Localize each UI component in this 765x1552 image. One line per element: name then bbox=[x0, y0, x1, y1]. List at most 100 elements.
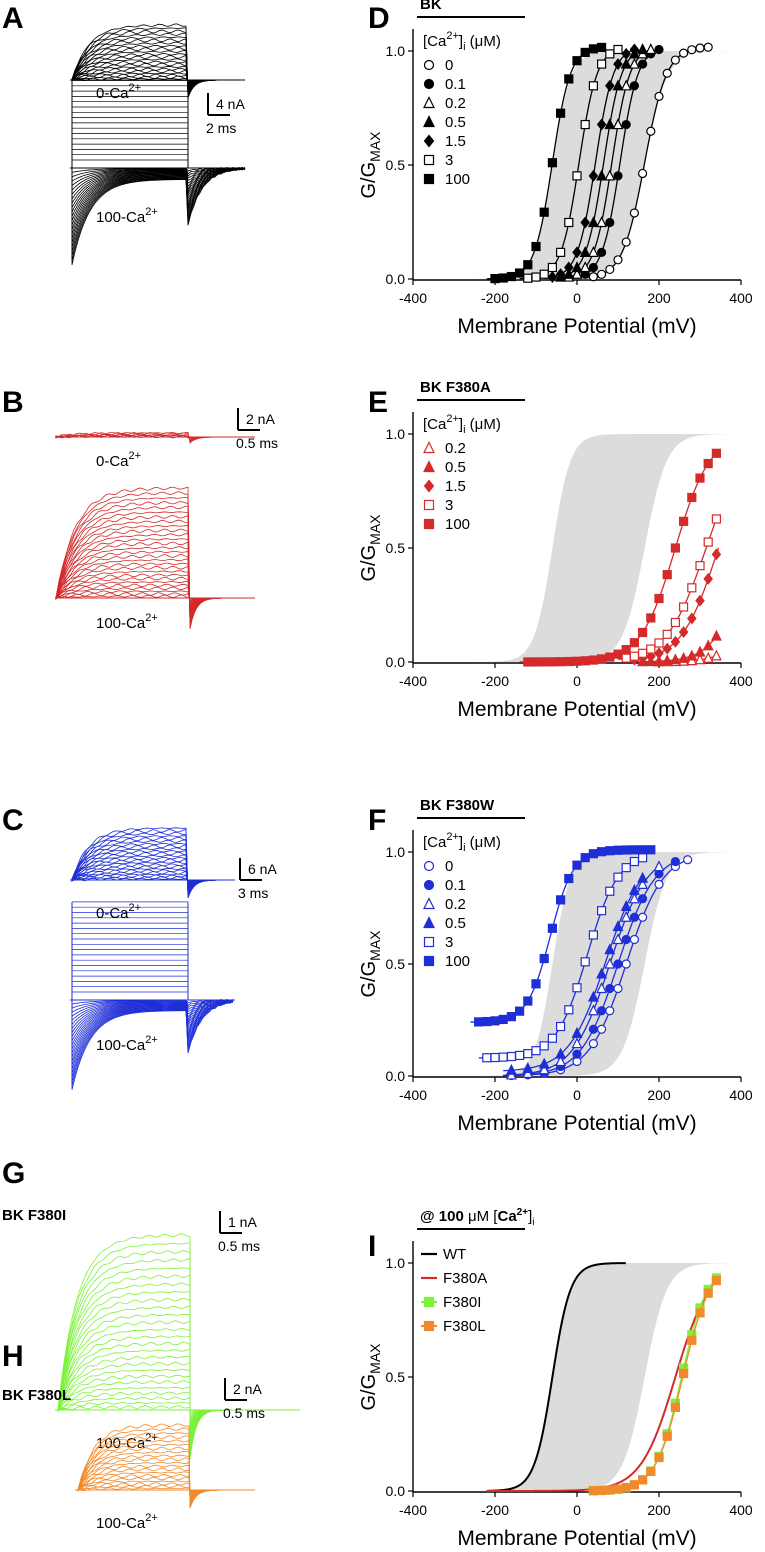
reference-band bbox=[470, 51, 731, 279]
data-point bbox=[490, 1052, 500, 1063]
data-point bbox=[571, 267, 583, 279]
series-100 bbox=[519, 448, 722, 667]
data-point bbox=[547, 657, 558, 667]
data-point bbox=[683, 855, 693, 865]
data-point bbox=[637, 845, 648, 855]
legend-entry: 0.5 bbox=[445, 459, 466, 476]
current-trace bbox=[55, 496, 254, 627]
data-point bbox=[637, 878, 649, 889]
data-point bbox=[531, 1046, 541, 1056]
x-tick-label: 400 bbox=[729, 1087, 753, 1103]
data-point bbox=[654, 879, 664, 889]
data-point bbox=[687, 1335, 697, 1345]
data-point bbox=[703, 458, 713, 469]
data-point bbox=[637, 648, 648, 658]
data-point bbox=[629, 638, 640, 648]
legend-entry: F380I bbox=[443, 1294, 481, 1311]
tail-trace bbox=[71, 1000, 234, 1086]
data-point bbox=[620, 57, 632, 69]
scale-label-time: 0.5 ms bbox=[218, 1238, 260, 1254]
scale-label-current: 2 nA bbox=[233, 1381, 262, 1397]
data-point bbox=[613, 872, 623, 882]
data-point bbox=[702, 651, 714, 663]
tail-trace bbox=[71, 167, 246, 252]
data-point bbox=[564, 217, 574, 228]
y-axis-label: G/GMAX bbox=[358, 514, 383, 582]
current-trace bbox=[70, 54, 245, 91]
data-point bbox=[423, 173, 435, 185]
current-trace bbox=[55, 586, 254, 604]
data-point bbox=[523, 1049, 533, 1059]
data-point bbox=[572, 656, 582, 666]
data-point bbox=[605, 1006, 615, 1016]
data-point bbox=[612, 933, 624, 945]
current-trace bbox=[75, 1482, 254, 1494]
scale-label-time: 2 ms bbox=[206, 120, 236, 136]
trace-panel-a: A0-Ca2+100-Ca2+4 nA2 ms bbox=[2, 2, 245, 265]
data-point bbox=[539, 657, 549, 667]
data-point bbox=[646, 644, 656, 654]
tail-trace bbox=[71, 1000, 234, 1041]
data-point bbox=[423, 860, 435, 872]
legend-entry: 100 bbox=[445, 171, 470, 188]
superscript: 2+ bbox=[129, 450, 142, 462]
data-point bbox=[596, 247, 607, 257]
tail-trace bbox=[71, 999, 234, 1009]
legend-entry: 0.2 bbox=[445, 896, 466, 913]
data-point bbox=[555, 268, 566, 281]
data-point bbox=[523, 996, 533, 1006]
data-point bbox=[646, 613, 656, 623]
condition-label: 0-Ca2+ bbox=[96, 82, 141, 102]
current-trace bbox=[55, 1250, 300, 1456]
data-point bbox=[588, 1024, 599, 1034]
data-point bbox=[654, 593, 664, 604]
y-tick-label: 1.0 bbox=[386, 426, 406, 442]
data-point bbox=[423, 518, 435, 530]
legend-entry: 1.5 bbox=[445, 133, 466, 150]
tail-trace bbox=[71, 167, 246, 196]
data-point bbox=[621, 934, 631, 945]
data-point bbox=[646, 1466, 656, 1476]
legend-title-part: [Ca bbox=[423, 416, 447, 433]
x-axis-label: Membrane Potential (mV) bbox=[457, 1527, 696, 1550]
series-3 bbox=[617, 514, 722, 663]
data-point bbox=[628, 883, 640, 895]
data-point bbox=[539, 953, 549, 964]
data-point bbox=[621, 237, 631, 247]
x-tick-label: -200 bbox=[481, 673, 509, 689]
condition-text: 100-Ca bbox=[96, 209, 146, 226]
chart-f: -400 -200 0 200 400 0.0 0.5 1.0 Membrane Potenti… bbox=[358, 797, 753, 1135]
subscript: i bbox=[463, 41, 465, 53]
data-point bbox=[629, 651, 640, 661]
x-tick-label: 0 bbox=[573, 1087, 581, 1103]
data-point bbox=[662, 570, 672, 580]
data-point bbox=[506, 1012, 516, 1022]
current-trace bbox=[55, 1305, 300, 1443]
condition-text: 100-Ca bbox=[96, 615, 146, 632]
condition-label: 100-Ca2+ bbox=[96, 1034, 158, 1054]
current-trace bbox=[55, 511, 254, 624]
tail-trace bbox=[71, 999, 234, 1034]
data-point bbox=[423, 78, 435, 90]
data-point bbox=[646, 126, 656, 136]
data-point bbox=[423, 1320, 435, 1332]
data-point bbox=[588, 262, 599, 273]
chart-title: BK bbox=[420, 0, 442, 13]
data-point bbox=[710, 649, 722, 661]
condition-text: 100-Ca bbox=[96, 1515, 146, 1532]
current-trace bbox=[70, 854, 235, 891]
data-point bbox=[572, 1049, 582, 1059]
data-point bbox=[687, 492, 697, 503]
data-point bbox=[694, 645, 706, 657]
x-tick-label: 200 bbox=[647, 290, 671, 306]
x-tick-label: -400 bbox=[399, 1087, 427, 1103]
tail-trace bbox=[71, 999, 234, 1013]
y-tick-label: 1.0 bbox=[386, 1255, 406, 1271]
panel-label: E bbox=[368, 386, 388, 419]
tail-trace bbox=[71, 1000, 234, 1062]
tail-trace bbox=[71, 167, 246, 230]
x-tick-label: -200 bbox=[481, 1502, 509, 1518]
x-tick-label: 400 bbox=[729, 290, 753, 306]
data-point bbox=[563, 267, 575, 279]
data-point bbox=[580, 119, 590, 130]
